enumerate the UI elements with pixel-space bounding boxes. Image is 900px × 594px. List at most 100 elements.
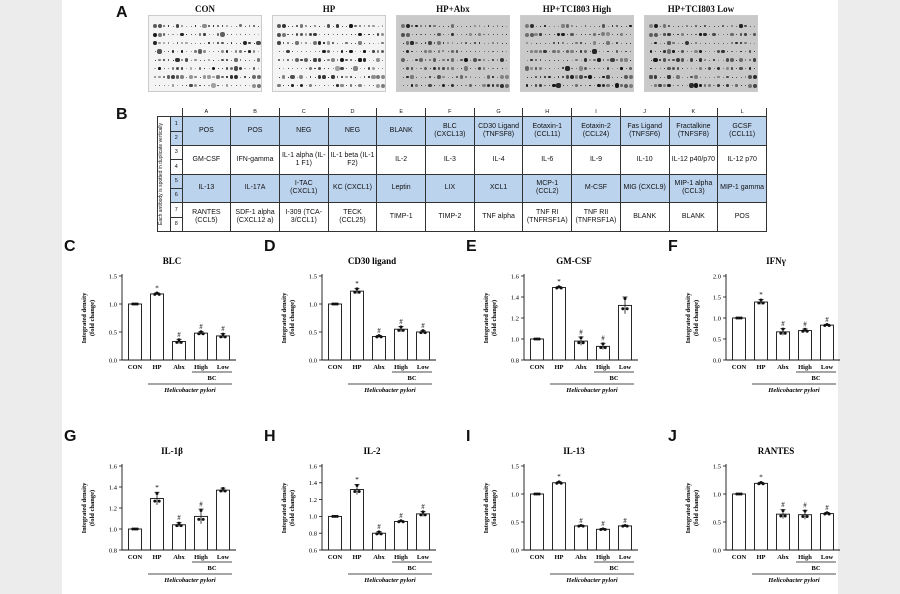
blot-spot [299, 83, 304, 88]
blot-spot [175, 57, 180, 62]
blot-spot [377, 25, 379, 27]
blot-spot [585, 34, 586, 35]
blot-spot [402, 85, 404, 86]
data-point [199, 330, 203, 334]
significance-marker: # [825, 504, 829, 512]
y-tick-label: 1.5 [713, 294, 721, 301]
x-tick-label: High [596, 364, 610, 371]
data-point [533, 492, 537, 496]
blot-spot [593, 33, 596, 36]
blot-spot [592, 49, 597, 54]
y-tick-label: 0.0 [109, 357, 117, 364]
blot-spot [722, 42, 724, 44]
blot-spot [653, 32, 658, 37]
blot-spot [328, 76, 329, 78]
blot-spot [172, 42, 174, 44]
x-tick-label: Low [619, 364, 632, 371]
data-point [823, 512, 827, 516]
blot-spot [336, 59, 339, 61]
blot-spot [314, 67, 316, 70]
blot-spot [373, 42, 374, 44]
blot-spot [249, 59, 250, 61]
blot-spot [730, 58, 734, 62]
blot-spot [177, 51, 178, 52]
data-point [827, 323, 831, 327]
blot-spot [739, 66, 743, 71]
blot-spot [359, 76, 361, 78]
significance-marker: # [399, 512, 403, 520]
y-tick-label: 1.5 [309, 273, 317, 280]
blot-spot [362, 58, 367, 62]
blot-spot [240, 85, 241, 86]
blot-spot [570, 32, 574, 37]
blot-spot [749, 42, 751, 44]
blot-spot [256, 83, 261, 88]
blot-spot [300, 67, 303, 70]
blot-spot [328, 68, 329, 69]
blot-spot [726, 84, 729, 87]
blot-spot [557, 33, 560, 36]
blot-spot [158, 58, 161, 62]
blot-spot [589, 33, 591, 36]
blot-spot [233, 66, 238, 71]
blot-spot [340, 66, 344, 71]
blot-spot [410, 41, 414, 45]
blot-spot [441, 83, 446, 88]
bc-label: BC [609, 375, 618, 382]
bar [618, 525, 632, 551]
y-tick-label: 1.2 [309, 497, 317, 504]
blot-spot [221, 58, 224, 62]
blot-spot [153, 41, 157, 45]
blot-spot [703, 32, 707, 37]
blot-spot [482, 58, 486, 62]
blot-spot [355, 85, 356, 86]
blot-spot [447, 76, 449, 78]
blot-spot [420, 67, 422, 70]
antibody-cell: IL-12 p40/p70 [668, 144, 719, 175]
blot-spot [593, 58, 596, 62]
data-point [625, 307, 629, 311]
blot-spot [199, 59, 201, 61]
blot-spot [709, 51, 710, 52]
blot-spot [629, 50, 632, 53]
blot-spot [433, 42, 436, 44]
data-point [805, 515, 809, 519]
blot-spot [231, 25, 232, 27]
blot-spot [667, 75, 671, 79]
blot-spot [525, 24, 529, 28]
blot-spot [406, 50, 409, 53]
antibody-cell: TIMP-2 [425, 202, 475, 232]
blot-spot [368, 51, 370, 52]
blot-spot [571, 42, 573, 44]
blot-spot [154, 51, 156, 52]
blot-spot [204, 68, 205, 69]
blot-spot [671, 66, 676, 71]
bar-chart-e: GM-CSF Integrated density(fold change) 0.8… [483, 256, 638, 394]
significance-marker: # [579, 328, 583, 336]
bar [328, 515, 342, 551]
blot-spot [525, 41, 529, 45]
blot-spot [748, 83, 752, 88]
blot-spot [610, 57, 615, 62]
blot-spot [736, 34, 737, 35]
blot-spot [437, 67, 441, 70]
blot-spot [607, 59, 609, 61]
blot-spot [455, 50, 459, 53]
blot-spot [176, 67, 179, 70]
x-tick-label: CON [530, 554, 545, 561]
blot-spot [689, 83, 694, 88]
blot-spot [544, 59, 546, 61]
blot-spot [594, 68, 595, 69]
blot-spot [154, 67, 156, 70]
blot-spot [304, 41, 308, 45]
blot-spot [544, 76, 546, 78]
data-point [535, 337, 539, 341]
blot-spot [278, 51, 280, 52]
blot-spot [686, 25, 688, 27]
blot-spot [168, 34, 169, 35]
blot-spot [588, 75, 592, 79]
blot-spot [549, 51, 550, 52]
blot-spot [680, 49, 685, 54]
blot-spot [304, 33, 308, 36]
blot-spot [341, 34, 343, 35]
